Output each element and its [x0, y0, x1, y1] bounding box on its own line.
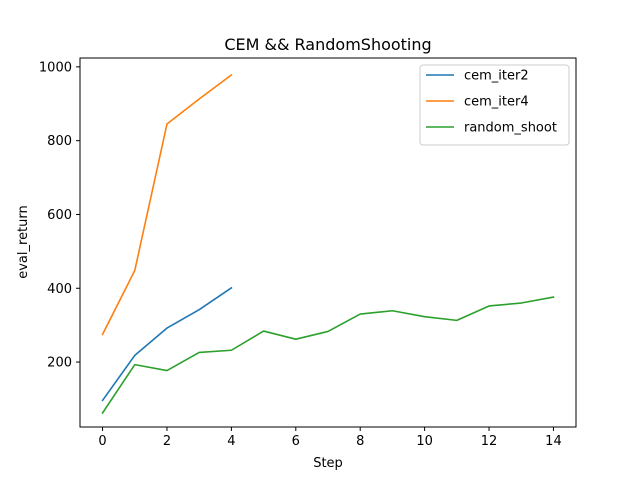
series-line-cem-iter2 — [101, 286, 233, 402]
x-axis-label: Step — [313, 456, 343, 471]
series-layer — [101, 73, 555, 415]
y-tick-label: 800 — [47, 134, 72, 149]
x-tick-label: 4 — [227, 434, 235, 449]
y-axis-label: eval_return — [16, 205, 31, 279]
y-tick-label: 200 — [47, 356, 72, 371]
x-tick-label: 0 — [98, 434, 106, 449]
series-line-random-shoot — [101, 296, 555, 415]
series-line-cem-iter4 — [101, 73, 233, 336]
legend-label: cem_iter4 — [464, 95, 529, 110]
plot-frame — [79, 57, 577, 428]
x-axis: 0 2 4 6 8 10 12 14 — [98, 427, 562, 449]
y-tick-label: 600 — [47, 208, 72, 223]
x-tick-label: 12 — [481, 434, 498, 449]
x-tick-label: 8 — [356, 434, 364, 449]
y-axis: 200 400 600 800 1000 — [39, 60, 80, 371]
x-tick-label: 14 — [545, 434, 562, 449]
x-tick-label: 2 — [163, 434, 171, 449]
y-tick-label: 400 — [47, 282, 72, 297]
legend: cem_iter2 cem_iter4 random_shoot — [419, 64, 570, 146]
x-tick-label: 6 — [292, 434, 300, 449]
y-tick-label: 1000 — [39, 60, 72, 75]
chart-title: CEM && RandomShooting — [224, 35, 431, 54]
legend-label: cem_iter2 — [464, 69, 529, 84]
x-tick-label: 10 — [416, 434, 433, 449]
legend-box — [419, 64, 570, 146]
legend-label: random_shoot — [464, 121, 557, 136]
